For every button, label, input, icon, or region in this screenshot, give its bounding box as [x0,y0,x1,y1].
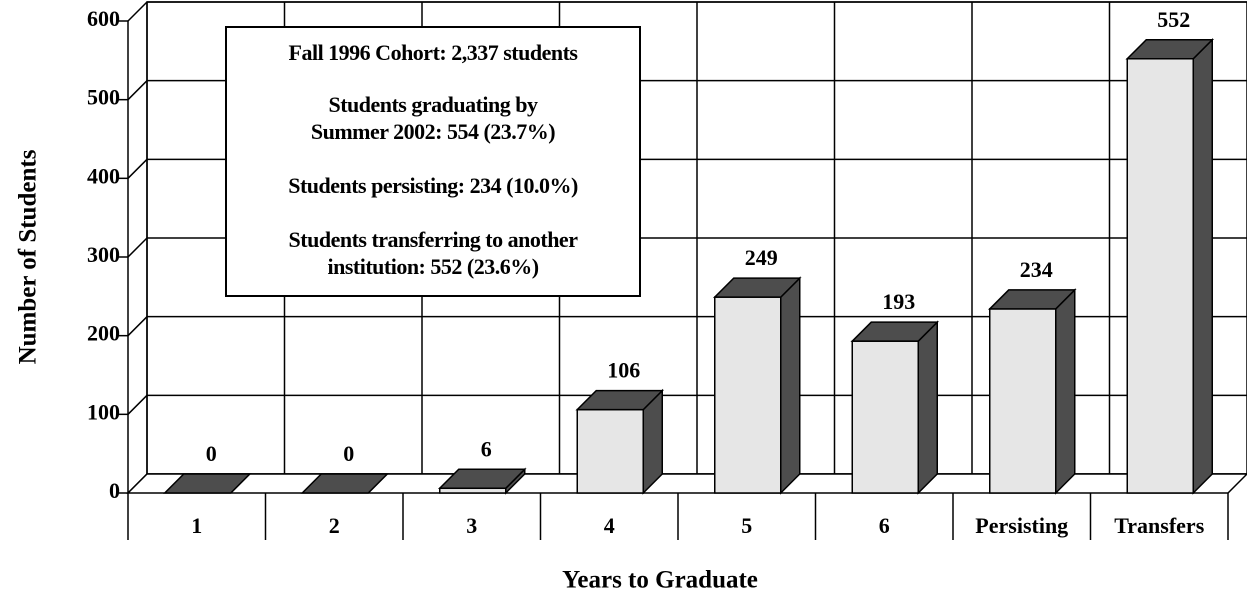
value-label: 0 [343,441,354,466]
value-label: 249 [745,245,778,270]
grid-line-side [127,237,148,258]
grid-line-side [127,1,148,22]
x-tick-label: 2 [329,513,340,538]
x-tick-label: 3 [466,513,477,538]
bar-top [850,321,940,342]
bar-top [162,473,252,494]
x-tick-label: 1 [191,513,202,538]
bar-top [712,277,802,298]
y-tick-label: 600 [87,6,120,31]
bar-top [575,389,665,411]
value-label: 234 [1020,257,1053,282]
grid-line-side [127,394,148,415]
x-tick-label: 4 [604,513,615,538]
grid-line-side [127,80,148,101]
y-axis-title: Number of Students [15,149,42,364]
annotation-line: Summer 2002: 554 (23.7%) [311,119,555,144]
bar-top [987,289,1077,310]
value-label: 6 [481,436,492,461]
bar-front [989,308,1057,494]
x-tick-label: 5 [741,513,752,538]
bar-side [1192,37,1213,495]
y-tick-label: 100 [87,399,120,424]
annotation-line: Students graduating by [328,92,538,117]
y-tick-label: 200 [87,321,120,346]
annotation-box [225,26,641,297]
bar-front [714,296,782,494]
value-label: 0 [206,441,217,466]
grid-line-side [127,158,148,179]
bar-front [576,408,644,494]
y-tick-label: 300 [87,242,120,267]
bar-top [300,473,390,494]
bar-side [917,320,938,495]
bar-side [1055,288,1076,495]
bar-side [780,276,801,495]
bar-front [1126,58,1194,494]
value-label: 106 [607,358,640,383]
x-tick-label: Persisting [975,513,1068,538]
bar-front [851,340,919,494]
annotation-line: Students persisting: 234 (10.0%) [288,173,578,198]
annotation-line: Fall 1996 Cohort: 2,337 students [289,40,579,65]
y-tick-label: 400 [87,163,120,188]
x-tick-label: 6 [879,513,890,538]
bar-top [437,468,527,490]
x-axis-title: Years to Graduate [562,567,758,594]
annotation-line: institution: 552 (23.6%) [327,254,538,279]
value-label: 552 [1157,7,1190,32]
x-tick-label: Transfers [1114,513,1204,538]
bar-top [1125,39,1215,60]
annotation-line: Students transferring to another [289,227,579,252]
y-tick-label: 0 [109,478,120,503]
y-tick-label: 500 [87,85,120,110]
grid-line-side [127,316,148,337]
floor [126,473,1247,494]
value-label: 193 [882,289,915,314]
